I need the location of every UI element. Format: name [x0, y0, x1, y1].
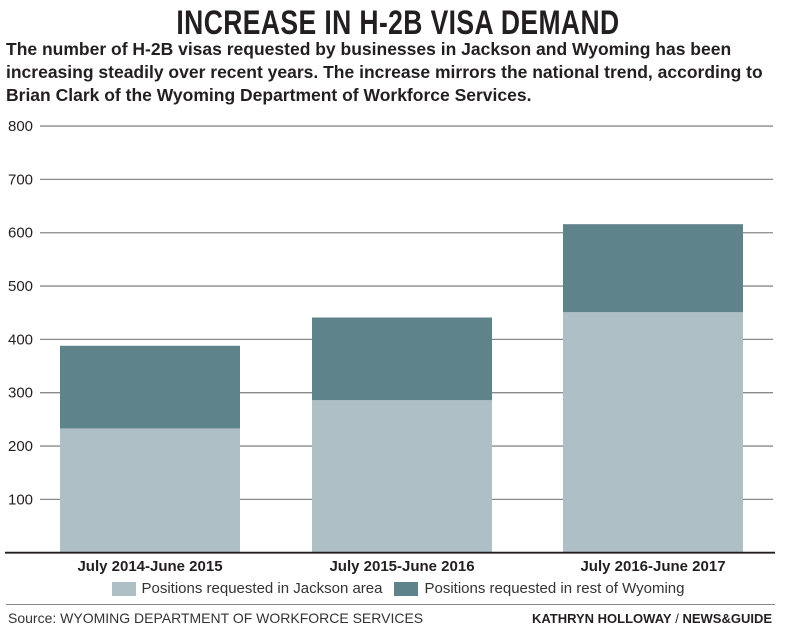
- y-tick-label: 600: [8, 225, 33, 242]
- bar-segment-jackson: [60, 428, 240, 553]
- bar-segment-rest-of-wyoming: [563, 224, 743, 313]
- legend-label-rest-of-wyoming: Positions requested in rest of Wyoming: [424, 580, 685, 597]
- source-note: Source: WYOMING DEPARTMENT OF WORKFORCE …: [8, 610, 424, 626]
- legend-swatch-jackson: [111, 581, 136, 596]
- y-tick-label: 500: [8, 278, 33, 295]
- x-category-label: July 2016-June 2017: [580, 558, 725, 575]
- y-tick-label: 400: [8, 331, 33, 348]
- y-tick-label: 700: [8, 171, 33, 188]
- chart-title: INCREASE IN H-2B VISA DEMAND: [176, 4, 620, 42]
- credit: KATHRYN HOLLOWAY / NEWS&GUIDE: [532, 611, 772, 626]
- bar-segment-jackson: [563, 312, 743, 553]
- x-category-label: July 2015-June 2016: [329, 558, 474, 575]
- legend: Positions requested in Jackson area Posi…: [0, 580, 796, 597]
- bar-segment-rest-of-wyoming: [312, 317, 492, 401]
- credit-name: KATHRYN HOLLOWAY: [531, 611, 672, 626]
- y-tick-label: 800: [8, 118, 33, 135]
- y-tick-label: 300: [8, 385, 33, 402]
- chart-subtitle: The number of H-2B visas requested by bu…: [6, 39, 763, 105]
- bar-segment-rest-of-wyoming: [60, 345, 240, 429]
- y-tick-label: 200: [8, 438, 33, 455]
- bar-segment-jackson: [312, 400, 492, 553]
- legend-item-jackson: Positions requested in Jackson area: [111, 580, 383, 597]
- x-category-label: July 2014-June 2015: [77, 558, 222, 575]
- credit-separator: /: [671, 611, 683, 626]
- legend-label-jackson: Positions requested in Jackson area: [141, 580, 383, 597]
- legend-item-rest-of-wyoming: Positions requested in rest of Wyoming: [394, 580, 684, 597]
- legend-swatch-rest-of-wyoming: [394, 581, 419, 596]
- credit-org: NEWS&GUIDE: [682, 611, 772, 626]
- y-tick-label: 100: [8, 491, 33, 508]
- footer-divider: [6, 604, 775, 605]
